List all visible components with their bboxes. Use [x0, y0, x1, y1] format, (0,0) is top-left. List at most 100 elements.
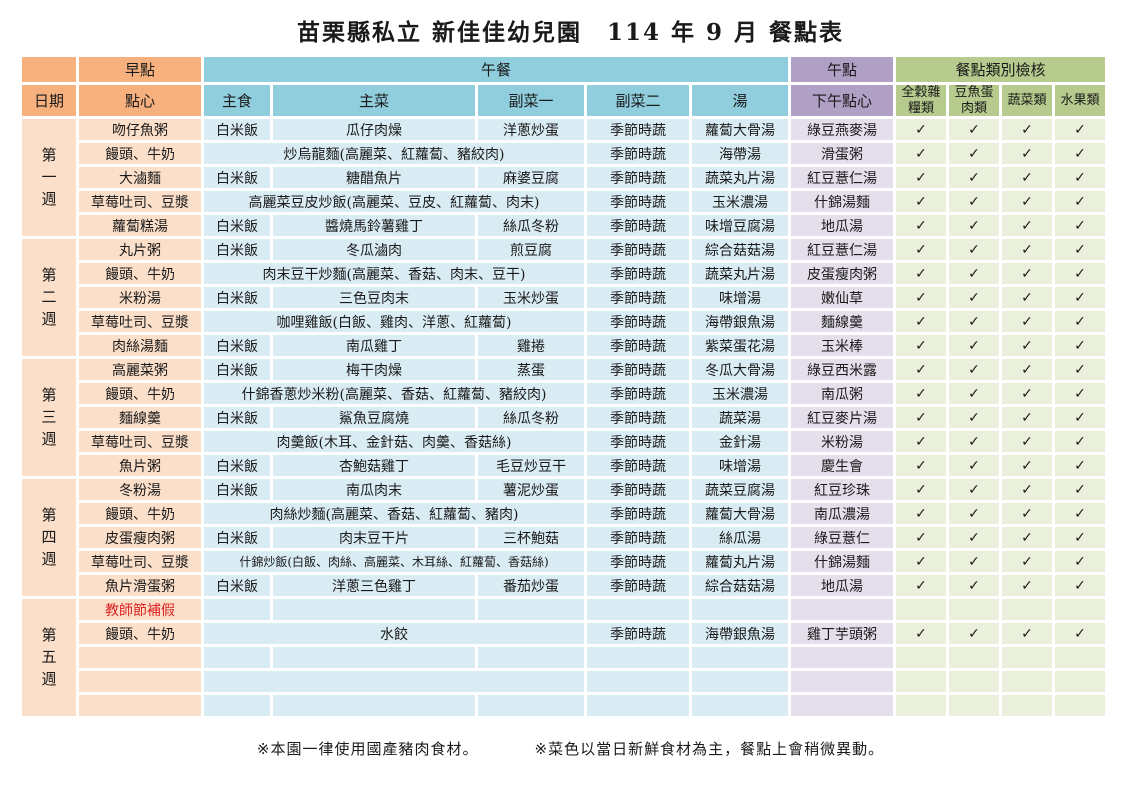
soup-cell: 蔬菜豆腐湯 [692, 479, 788, 501]
side2-cell [587, 599, 689, 621]
check-cell: ✓ [1055, 143, 1105, 165]
main-dish-cell: 鯊魚豆腐燒 [273, 407, 475, 429]
staple-cell: 白米飯 [204, 335, 270, 357]
check-cell: ✓ [949, 191, 999, 213]
side2-cell: 季節時蔬 [587, 551, 689, 573]
main-dish-cell: 冬瓜滷肉 [273, 239, 475, 261]
header-side2: 副菜二 [587, 85, 689, 117]
header-snack: 點心 [79, 85, 201, 117]
snack-cell: 饅頭、牛奶 [79, 503, 201, 525]
check-cell: ✓ [1002, 143, 1052, 165]
check-cell: ✓ [1055, 311, 1105, 333]
afternoon-snack-cell: 紅豆麥片湯 [791, 407, 893, 429]
check-cell: ✓ [1055, 575, 1105, 597]
soup-cell: 玉米濃湯 [692, 191, 788, 213]
afternoon-snack-cell: 慶生會 [791, 455, 893, 477]
snack-cell: 蘿蔔糕湯 [79, 215, 201, 237]
afternoon-snack-cell: 綠豆西米露 [791, 359, 893, 381]
check-cell: ✓ [896, 503, 946, 525]
main-dish-cell: 肉末豆干炒麵(高麗菜、香菇、肉末、豆干) [204, 263, 584, 285]
check-cell: ✓ [949, 575, 999, 597]
afternoon-snack-cell: 玉米棒 [791, 335, 893, 357]
main-dish-cell: 肉絲炒麵(高麗菜、香菇、紅蘿蔔、豬肉) [204, 503, 584, 525]
check-cell: ✓ [1055, 239, 1105, 261]
check-cell [896, 695, 946, 717]
check-cell: ✓ [1055, 167, 1105, 189]
staple-cell [204, 599, 270, 621]
check-cell: ✓ [896, 359, 946, 381]
soup-cell [692, 647, 788, 669]
check-cell [1002, 647, 1052, 669]
menu-table: 早點 午餐 午點 餐點類別檢核 日期 點心 主食 主菜 副菜一 副菜二 湯 下午… [19, 54, 1108, 719]
header-staple: 主食 [204, 85, 270, 117]
main-dish-cell: 什錦炒飯(白飯、肉絲、高麗菜、木耳絲、紅蘿蔔、香菇絲) [204, 551, 584, 573]
check-cell: ✓ [1002, 503, 1052, 525]
soup-cell: 蘿蔔大骨湯 [692, 503, 788, 525]
main-dish-cell: 肉羹飯(木耳、金針菇、肉羹、香菇絲) [204, 431, 584, 453]
side1-cell: 煎豆腐 [478, 239, 584, 261]
header-check-protein: 豆魚蛋肉類 [949, 85, 999, 117]
staple-cell: 白米飯 [204, 575, 270, 597]
snack-cell: 米粉湯 [79, 287, 201, 309]
snack-cell: 丸片粥 [79, 239, 201, 261]
check-cell: ✓ [949, 503, 999, 525]
soup-cell: 蔬菜湯 [692, 407, 788, 429]
snack-cell: 冬粉湯 [79, 479, 201, 501]
check-cell [1002, 671, 1052, 693]
check-cell [949, 695, 999, 717]
header-corner [22, 57, 76, 82]
check-cell [896, 671, 946, 693]
soup-cell: 味增湯 [692, 287, 788, 309]
afternoon-snack-cell: 嫩仙草 [791, 287, 893, 309]
check-cell: ✓ [896, 527, 946, 549]
side2-cell: 季節時蔬 [587, 191, 689, 213]
check-cell: ✓ [949, 479, 999, 501]
staple-cell: 白米飯 [204, 479, 270, 501]
staple-cell: 白米飯 [204, 455, 270, 477]
check-cell: ✓ [896, 455, 946, 477]
afternoon-snack-cell: 滑蛋粥 [791, 143, 893, 165]
side1-cell: 絲瓜冬粉 [478, 407, 584, 429]
side2-cell: 季節時蔬 [587, 311, 689, 333]
soup-cell [692, 599, 788, 621]
soup-cell: 金針湯 [692, 431, 788, 453]
footnotes: ※本園一律使用國產豬肉食材。 ※菜色以當日新鮮食材為主，餐點上會稍微異動。 [0, 738, 1141, 759]
side1-cell: 雞捲 [478, 335, 584, 357]
soup-cell: 綜合菇菇湯 [692, 239, 788, 261]
check-cell: ✓ [896, 383, 946, 405]
check-cell: ✓ [1055, 455, 1105, 477]
side1-cell [478, 647, 584, 669]
soup-cell: 海帶銀魚湯 [692, 311, 788, 333]
check-cell [1055, 599, 1105, 621]
staple-cell: 白米飯 [204, 167, 270, 189]
check-cell: ✓ [949, 527, 999, 549]
main-dish-cell: 梅干肉燥 [273, 359, 475, 381]
check-cell: ✓ [1055, 503, 1105, 525]
snack-cell: 吻仔魚粥 [79, 119, 201, 141]
check-cell: ✓ [1002, 479, 1052, 501]
check-cell: ✓ [1002, 119, 1052, 141]
side2-cell: 季節時蔬 [587, 527, 689, 549]
check-cell: ✓ [949, 119, 999, 141]
side2-cell: 季節時蔬 [587, 383, 689, 405]
check-cell: ✓ [1002, 215, 1052, 237]
soup-cell: 紫菜蛋花湯 [692, 335, 788, 357]
afternoon-snack-cell: 皮蛋瘦肉粥 [791, 263, 893, 285]
menu-body: 第一週吻仔魚粥 白米飯 瓜仔肉燥 洋蔥炒蛋 季節時蔬 蘿蔔大骨湯 綠豆燕麥湯 ✓ ✓ ✓ ✓ 饅頭、牛… [22, 119, 1105, 717]
check-cell: ✓ [1002, 575, 1052, 597]
check-cell: ✓ [1055, 383, 1105, 405]
header-afternoon-group: 午點 [791, 57, 893, 82]
check-cell: ✓ [896, 239, 946, 261]
staple-cell: 白米飯 [204, 527, 270, 549]
side2-cell [587, 671, 689, 693]
check-cell: ✓ [1055, 623, 1105, 645]
check-cell: ✓ [896, 311, 946, 333]
check-cell: ✓ [1002, 431, 1052, 453]
check-cell: ✓ [896, 287, 946, 309]
afternoon-snack-cell: 什錦湯麵 [791, 191, 893, 213]
snack-cell: 草莓吐司、豆漿 [79, 551, 201, 573]
check-cell: ✓ [949, 407, 999, 429]
main-dish-cell: 杏鮑菇雞丁 [273, 455, 475, 477]
check-cell: ✓ [1002, 263, 1052, 285]
